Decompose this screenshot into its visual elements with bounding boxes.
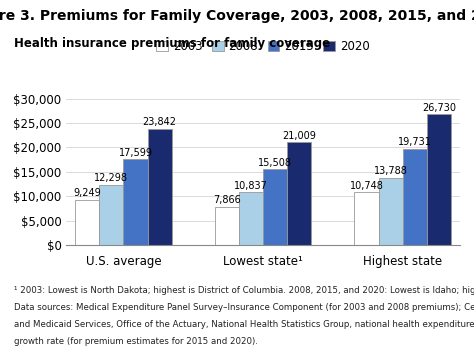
Text: 7,866: 7,866 <box>213 195 241 205</box>
Bar <box>403 149 427 245</box>
Bar <box>379 178 403 245</box>
Bar <box>239 192 263 245</box>
Bar <box>427 114 451 245</box>
Bar <box>263 169 287 245</box>
Bar <box>355 192 379 245</box>
Text: 21,009: 21,009 <box>283 131 316 141</box>
Bar <box>75 200 100 245</box>
Text: 15,508: 15,508 <box>258 158 292 168</box>
Text: 13,788: 13,788 <box>374 166 408 176</box>
Bar <box>215 207 239 245</box>
Text: 17,599: 17,599 <box>118 148 153 158</box>
Bar <box>100 185 123 245</box>
Legend: 2003, 2008, 2015, 2020: 2003, 2008, 2015, 2020 <box>152 35 374 58</box>
Text: 12,298: 12,298 <box>94 174 128 184</box>
Bar <box>123 159 147 245</box>
Text: 26,730: 26,730 <box>422 103 456 113</box>
Text: 10,837: 10,837 <box>234 181 268 191</box>
Text: Data sources: Medical Expenditure Panel Survey–Insurance Component (for 2003 and: Data sources: Medical Expenditure Panel … <box>14 303 474 312</box>
Text: Figure 3. Premiums for Family Coverage, 2003, 2008, 2015, and 2020: Figure 3. Premiums for Family Coverage, … <box>0 9 474 23</box>
Text: growth rate (for premium estimates for 2015 and 2020).: growth rate (for premium estimates for 2… <box>14 337 258 346</box>
Text: 10,748: 10,748 <box>349 181 383 191</box>
Text: 9,249: 9,249 <box>73 189 101 198</box>
Text: 23,842: 23,842 <box>143 117 177 127</box>
Text: ¹ 2003: Lowest is North Dakota; highest is District of Columbia. 2008, 2015, and: ¹ 2003: Lowest is North Dakota; highest … <box>14 286 474 295</box>
Text: Health insurance premiums for family coverage: Health insurance premiums for family cov… <box>14 37 330 50</box>
Text: and Medicaid Services, Office of the Actuary, National Health Statistics Group, : and Medicaid Services, Office of the Act… <box>14 320 474 329</box>
Text: 19,731: 19,731 <box>398 137 432 147</box>
Bar <box>147 129 172 245</box>
Bar <box>287 142 311 245</box>
